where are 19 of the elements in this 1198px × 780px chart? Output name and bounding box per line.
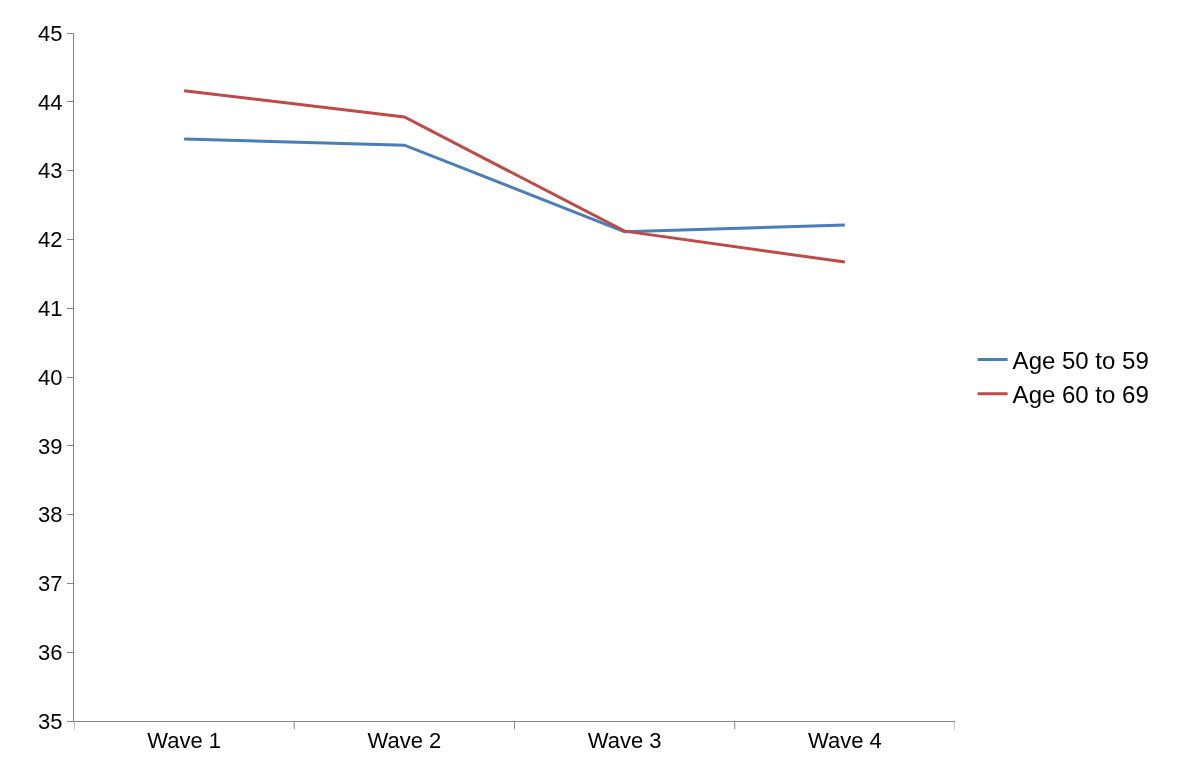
y-tick-label: 44 <box>38 89 63 115</box>
y-tick-label: 40 <box>38 364 63 390</box>
x-tick-label: Wave 2 <box>367 728 442 754</box>
line-series <box>182 137 847 234</box>
y-tick-label: 42 <box>38 227 63 253</box>
y-tick-label: 41 <box>38 295 63 321</box>
y-tick-label: 45 <box>38 20 63 46</box>
legend-label: Age 50 to 59 <box>1012 346 1149 374</box>
x-tick-label: Wave 3 <box>587 728 662 754</box>
y-tick-label: 43 <box>38 158 63 184</box>
y-tick-label: 38 <box>38 502 63 528</box>
legend-label: Age 60 to 69 <box>1012 381 1149 409</box>
y-tick-label: 35 <box>38 708 63 734</box>
y-tick-label: 36 <box>38 639 63 665</box>
y-tick-label: 39 <box>38 433 63 459</box>
x-tick-label: Wave 1 <box>147 728 222 754</box>
y-tick-label: 37 <box>38 571 63 597</box>
x-tick-label: Wave 4 <box>807 728 882 754</box>
line-series <box>182 89 847 264</box>
